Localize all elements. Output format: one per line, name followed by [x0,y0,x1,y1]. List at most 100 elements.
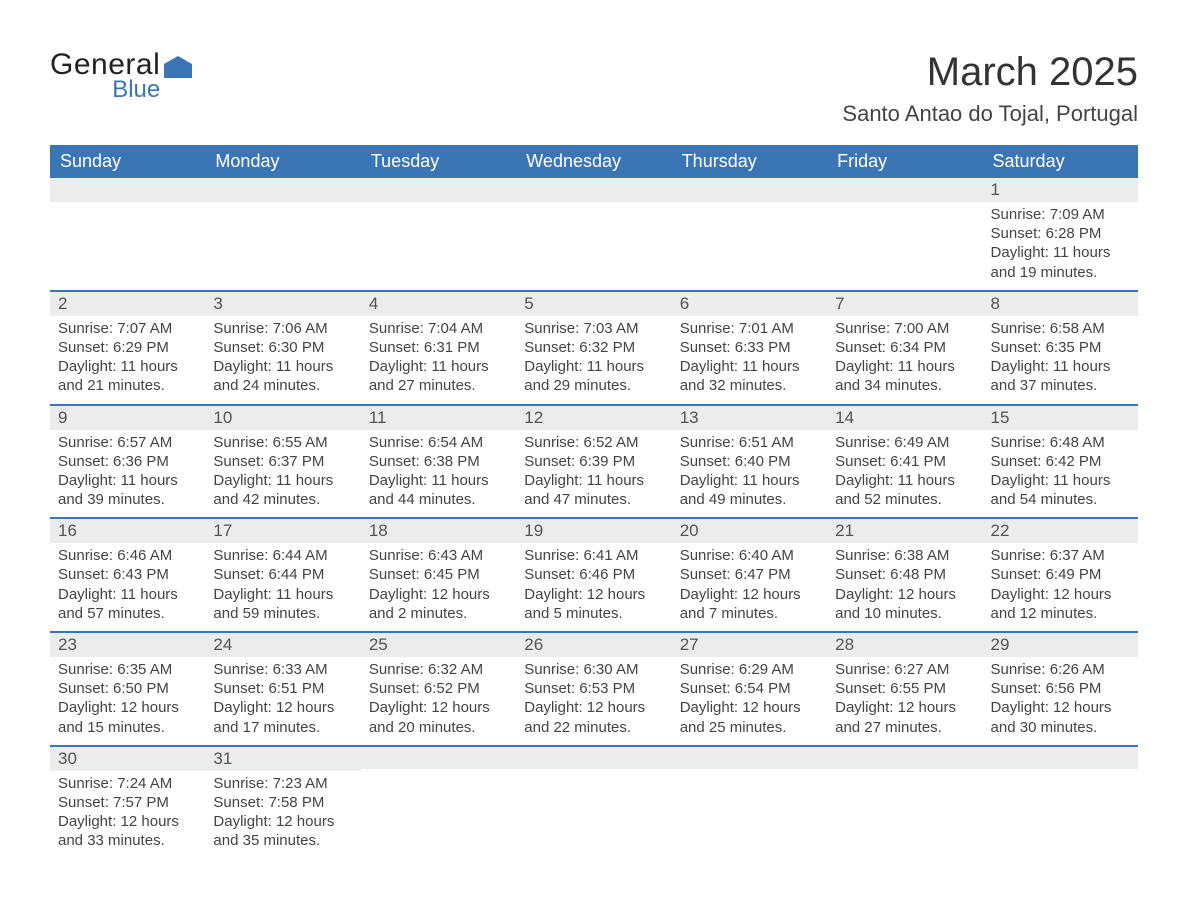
calendar-cell: 15Sunrise: 6:48 AMSunset: 6:42 PMDayligh… [983,404,1138,518]
sunrise-line: Sunrise: 7:07 AM [58,319,197,338]
daylight-line-1: Daylight: 12 hours [213,812,352,831]
daylight-line-1: Daylight: 11 hours [58,357,197,376]
cell-body [50,202,205,213]
cell-body: Sunrise: 7:23 AMSunset: 7:58 PMDaylight:… [205,771,360,859]
day-number-band: 31 [205,745,360,771]
day-number-band: 5 [516,290,671,316]
sunset-line: Sunset: 6:29 PM [58,338,197,357]
day-number-band: 28 [827,631,982,657]
daylight-line-1: Daylight: 12 hours [58,812,197,831]
sunset-line: Sunset: 6:41 PM [835,452,974,471]
calendar-cell: 28Sunrise: 6:27 AMSunset: 6:55 PMDayligh… [827,631,982,745]
daylight-line-2: and 54 minutes. [991,490,1130,509]
sunset-line: Sunset: 6:40 PM [680,452,819,471]
cell-body: Sunrise: 6:38 AMSunset: 6:48 PMDaylight:… [827,543,982,631]
day-number-band: 27 [672,631,827,657]
calendar-cell: 7Sunrise: 7:00 AMSunset: 6:34 PMDaylight… [827,290,982,404]
day-number: 29 [991,635,1010,654]
daylight-line-2: and 42 minutes. [213,490,352,509]
daylight-line-1: Daylight: 12 hours [991,585,1130,604]
calendar-cell: 23Sunrise: 6:35 AMSunset: 6:50 PMDayligh… [50,631,205,745]
day-number-band: 13 [672,404,827,430]
daylight-line-1: Daylight: 11 hours [835,357,974,376]
weekday-header: Sunday [50,145,205,178]
day-number-band: 1 [983,178,1138,202]
daylight-line-2: and 30 minutes. [991,718,1130,737]
weekday-row: Sunday Monday Tuesday Wednesday Thursday… [50,145,1138,178]
cell-body [827,202,982,213]
sunrise-line: Sunrise: 7:03 AM [524,319,663,338]
sunrise-line: Sunrise: 6:51 AM [680,433,819,452]
cell-body: Sunrise: 7:00 AMSunset: 6:34 PMDaylight:… [827,316,982,404]
sunset-line: Sunset: 6:33 PM [680,338,819,357]
day-number-band: 19 [516,517,671,543]
calendar-cell [672,745,827,859]
sunrise-line: Sunrise: 7:23 AM [213,774,352,793]
sunrise-line: Sunrise: 7:09 AM [991,205,1130,224]
brand-logo: General Blue [50,50,192,102]
weekday-header: Friday [827,145,982,178]
day-number: 21 [835,521,854,540]
sunrise-line: Sunrise: 6:44 AM [213,546,352,565]
day-number-band: 18 [361,517,516,543]
day-number-band: 26 [516,631,671,657]
sunset-line: Sunset: 6:30 PM [213,338,352,357]
day-number: 1 [991,180,1000,199]
calendar-cell: 18 Sunrise: 6:43 AMSunset: 6:45 PMDayligh… [361,517,516,631]
calendar-cell: 14Sunrise: 6:49 AMSunset: 6:41 PMDayligh… [827,404,982,518]
cell-body: Sunrise: 6:57 AMSunset: 6:36 PMDaylight:… [50,430,205,518]
daylight-line-2: and 39 minutes. [58,490,197,509]
calendar-cell: 26Sunrise: 6:30 AMSunset: 6:53 PMDayligh… [516,631,671,745]
cell-body: Sunrise: 7:04 AMSunset: 6:31 PMDaylight:… [361,316,516,404]
cell-body: Sunrise: 6:52 AMSunset: 6:39 PMDaylight:… [516,430,671,518]
sunset-line: Sunset: 6:34 PM [835,338,974,357]
daylight-line-1: Daylight: 12 hours [213,698,352,717]
day-number-band [672,745,827,769]
calendar-cell: 10Sunrise: 6:55 AMSunset: 6:37 PMDayligh… [205,404,360,518]
day-number: 9 [58,408,67,427]
daylight-line-1: Daylight: 12 hours [835,585,974,604]
daylight-line-2: and 25 minutes. [680,718,819,737]
calendar-head: Sunday Monday Tuesday Wednesday Thursday… [50,145,1138,178]
day-number-band: 4 [361,290,516,316]
calendar-cell [516,178,671,290]
sunset-line: Sunset: 6:44 PM [213,565,352,584]
daylight-line-2: and 34 minutes. [835,376,974,395]
daylight-line-1: Daylight: 11 hours [524,357,663,376]
daylight-line-1: Daylight: 12 hours [58,698,197,717]
day-number-band [361,745,516,769]
day-number-band: 11 [361,404,516,430]
day-number-band: 3 [205,290,360,316]
daylight-line-1: Daylight: 12 hours [369,585,508,604]
location-subtitle: Santo Antao do Tojal, Portugal [842,101,1138,127]
day-number: 31 [213,749,232,768]
cell-body [516,769,671,780]
sunset-line: Sunset: 6:35 PM [991,338,1130,357]
daylight-line-2: and 17 minutes. [213,718,352,737]
calendar-cell [827,745,982,859]
day-number-band: 16 [50,517,205,543]
daylight-line-2: and 24 minutes. [213,376,352,395]
day-number: 15 [991,408,1010,427]
sunrise-line: Sunrise: 6:41 AM [524,546,663,565]
calendar-cell: 29Sunrise: 6:26 AMSunset: 6:56 PMDayligh… [983,631,1138,745]
day-number-band: 7 [827,290,982,316]
cell-body: Sunrise: 6:43 AMSunset: 6:45 PMDaylight:… [361,543,516,631]
sunset-line: Sunset: 6:46 PM [524,565,663,584]
calendar-cell [50,178,205,290]
day-number-band: 17 [205,517,360,543]
sunrise-line: Sunrise: 7:04 AM [369,319,508,338]
cell-body: Sunrise: 7:06 AMSunset: 6:30 PMDaylight:… [205,316,360,404]
calendar-cell: 19Sunrise: 6:41 AMSunset: 6:46 PMDayligh… [516,517,671,631]
weekday-header: Saturday [983,145,1138,178]
sunset-line: Sunset: 6:51 PM [213,679,352,698]
sunset-line: Sunset: 6:32 PM [524,338,663,357]
calendar-cell [672,178,827,290]
day-number: 18 [369,521,388,540]
daylight-line-1: Daylight: 11 hours [680,357,819,376]
calendar-cell: 5 Sunrise: 7:03 AMSunset: 6:32 PMDaylight… [516,290,671,404]
daylight-line-1: Daylight: 11 hours [213,471,352,490]
cell-body: Sunrise: 7:01 AMSunset: 6:33 PMDaylight:… [672,316,827,404]
calendar-cell: 1Sunrise: 7:09 AMSunset: 6:28 PMDaylight… [983,178,1138,290]
day-number: 24 [213,635,232,654]
